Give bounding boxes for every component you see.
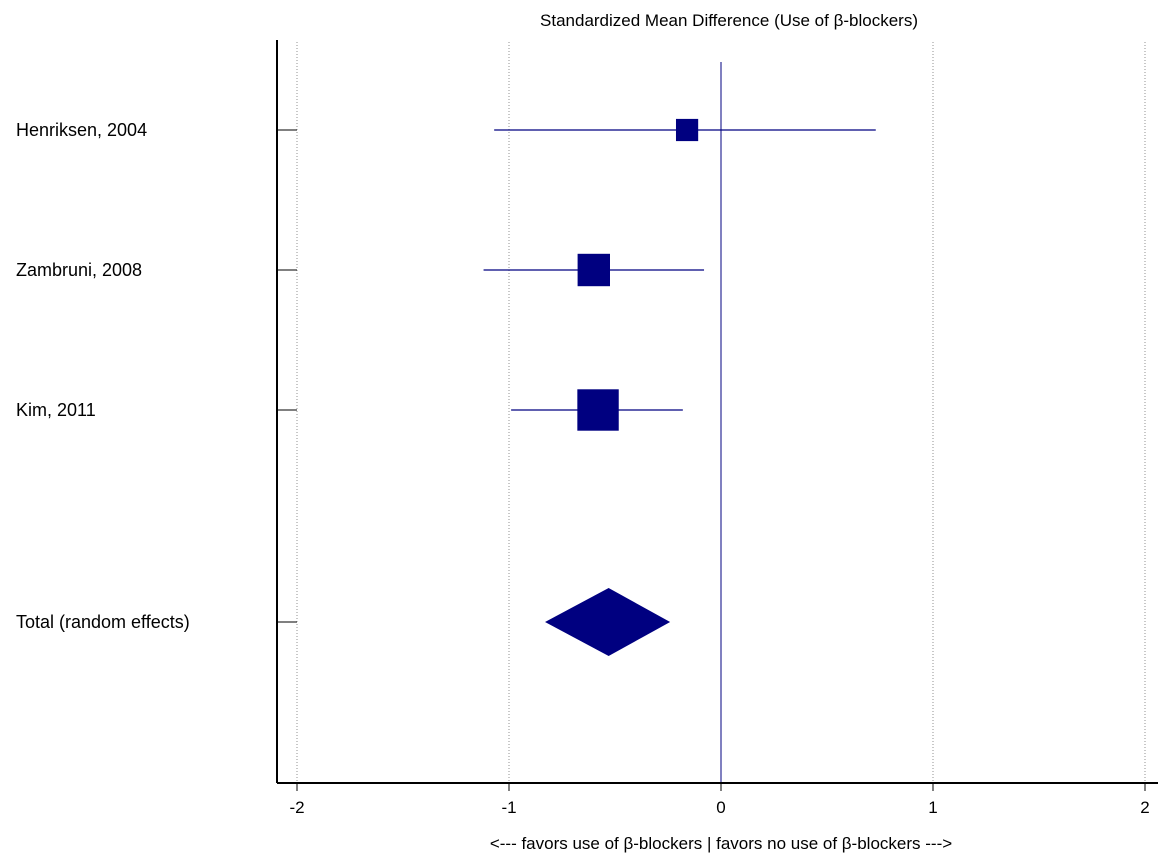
x-tick-label: 2 (1140, 798, 1149, 817)
study-label: Zambruni, 2008 (16, 260, 142, 280)
x-tick-label: 0 (716, 798, 725, 817)
x-tick-label: -1 (501, 798, 516, 817)
effect-marker (577, 389, 619, 431)
x-axis-label: <--- favors use of β-blockers | favors n… (490, 834, 952, 853)
effect-marker (675, 118, 699, 142)
study-label: Henriksen, 2004 (16, 120, 147, 140)
effect-marker (577, 253, 610, 287)
study-rows: Henriksen, 2004 Zambruni, 2008 Kim, 2011 To… (16, 118, 876, 656)
gridlines (296, 42, 1146, 783)
study-label: Kim, 2011 (16, 400, 96, 420)
chart-title: Standardized Mean Difference (Use of β-b… (540, 11, 918, 30)
axes: -2 -1 0 1 2 (276, 40, 1158, 817)
pooled-effect-diamond (545, 588, 671, 656)
x-tick-label: 1 (928, 798, 937, 817)
x-tick-label: -2 (289, 798, 304, 817)
total-label: Total (random effects) (16, 612, 190, 632)
